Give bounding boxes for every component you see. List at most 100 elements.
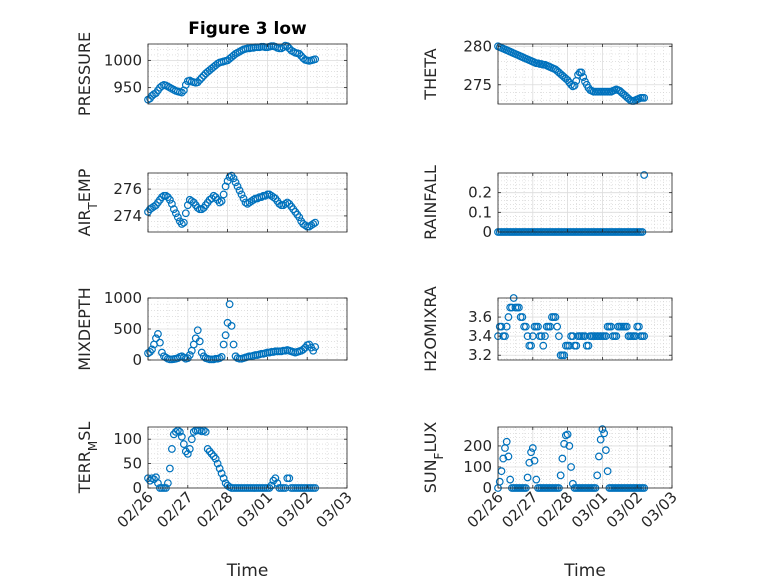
subplot-5: 0 500 1000 MIXDEPTH xyxy=(75,287,348,371)
data-point xyxy=(211,454,220,463)
data-point xyxy=(600,429,609,438)
x-minor-grid xyxy=(157,44,338,104)
data-point xyxy=(219,190,228,199)
data-point xyxy=(309,346,318,355)
data-point xyxy=(181,209,190,218)
data-point xyxy=(185,445,194,453)
data-point xyxy=(221,331,230,340)
x-axis-label: Time xyxy=(226,561,269,581)
y-tick-label: 50 xyxy=(123,455,142,473)
data-point xyxy=(261,191,270,200)
data-point xyxy=(177,88,186,97)
data-point xyxy=(209,191,218,200)
subplot-6: 3.23.43.6 H2OMIXRA xyxy=(421,286,673,372)
data-point xyxy=(217,197,226,206)
data-point xyxy=(154,479,162,488)
x-tick-label: 03/03 xyxy=(638,488,681,531)
data-point xyxy=(640,171,649,179)
data-point xyxy=(527,341,535,350)
subplot-3: 274 276 AIRTEMP xyxy=(75,168,348,236)
data-point xyxy=(225,173,234,181)
axes-box xyxy=(147,426,348,489)
axes-box xyxy=(147,172,348,233)
y-tick-label: 274 xyxy=(113,207,142,225)
data-point xyxy=(163,479,172,488)
data-point xyxy=(640,93,649,102)
y-tick-label: 3.4 xyxy=(468,327,492,345)
y-tick-label: 0 xyxy=(132,479,142,497)
data-point xyxy=(523,473,532,482)
data-point xyxy=(558,454,567,463)
data-point xyxy=(556,471,565,480)
data-point xyxy=(311,55,320,64)
data-point xyxy=(598,425,607,434)
data-point xyxy=(595,452,603,461)
series-points xyxy=(494,294,649,360)
data-point xyxy=(523,332,532,341)
data-point xyxy=(521,322,530,331)
data-point xyxy=(275,199,284,208)
data-point xyxy=(579,73,588,81)
data-point xyxy=(193,203,202,212)
data-point xyxy=(203,445,212,453)
series-points xyxy=(144,171,320,231)
x-tick-label: 03/02 xyxy=(273,488,316,531)
data-point xyxy=(525,458,534,467)
axes-box xyxy=(147,43,348,105)
y-tick-label: 280 xyxy=(463,37,492,55)
data-point xyxy=(635,322,643,331)
data-point xyxy=(283,42,292,51)
data-point xyxy=(273,479,282,488)
axes-box xyxy=(497,426,673,489)
series-points xyxy=(494,42,649,105)
data-point xyxy=(301,221,310,230)
data-point xyxy=(187,197,196,206)
data-point xyxy=(518,313,527,321)
data-point xyxy=(175,427,184,436)
data-point xyxy=(181,447,190,456)
x-tick-label: 03/02 xyxy=(603,488,646,531)
data-point xyxy=(560,351,569,360)
y-tick-label: 0 xyxy=(132,351,142,369)
subplot-8: 010020002/2602/2702/2803/0103/0203/03SUN… xyxy=(421,422,681,581)
data-point xyxy=(593,471,602,480)
data-point xyxy=(504,313,513,321)
data-point xyxy=(197,205,206,214)
data-point xyxy=(215,198,224,207)
data-point xyxy=(213,459,222,468)
x-tick-label: 03/03 xyxy=(313,488,356,531)
data-point xyxy=(567,80,575,89)
data-point xyxy=(152,334,160,343)
data-point xyxy=(150,202,158,211)
axes-box xyxy=(497,172,673,233)
data-point xyxy=(233,182,242,191)
y-tick-label: 0 xyxy=(482,479,492,497)
data-point xyxy=(197,348,206,357)
data-point xyxy=(295,49,304,58)
data-point xyxy=(185,351,194,359)
data-point xyxy=(219,340,228,349)
y-tick-label: 200 xyxy=(463,437,492,455)
data-point xyxy=(165,464,174,473)
data-point xyxy=(514,303,523,312)
data-point xyxy=(231,178,240,187)
subplot-4: 0 0.10.2 RAINFALL xyxy=(421,165,673,241)
axes-box xyxy=(497,43,673,105)
data-point xyxy=(146,476,154,485)
data-point xyxy=(504,452,513,461)
data-point xyxy=(495,477,504,486)
data-point xyxy=(285,474,294,483)
y-axis-label: TERRMSL xyxy=(75,422,100,495)
data-point xyxy=(603,467,612,476)
data-point xyxy=(572,341,581,350)
data-point xyxy=(584,341,593,350)
data-point xyxy=(561,431,570,440)
data-point xyxy=(209,452,218,461)
y-tick-label: 500 xyxy=(113,320,142,338)
data-point xyxy=(181,81,190,89)
data-point xyxy=(555,332,563,341)
data-point xyxy=(197,73,206,82)
subplot-1: 950 1000 PRESSURE Figure 3 low xyxy=(75,19,348,116)
data-point xyxy=(530,456,539,465)
data-point xyxy=(502,322,511,331)
